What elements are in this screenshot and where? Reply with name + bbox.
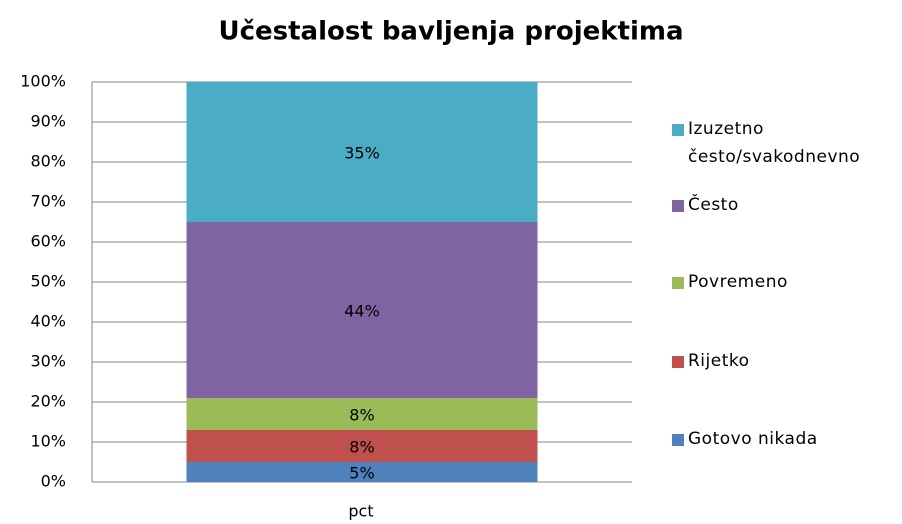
bar-segment xyxy=(186,398,538,430)
bar-segment xyxy=(186,430,538,462)
legend-entry: Često xyxy=(688,195,739,215)
y-tick-label: 40% xyxy=(30,312,66,331)
legend-swatch xyxy=(672,200,684,212)
legend-label: Gotovo nikada xyxy=(688,429,818,449)
y-tick-label: 10% xyxy=(30,432,66,451)
legend-entry: Gotovo nikada xyxy=(688,429,818,449)
y-tick-label: 0% xyxy=(41,472,66,491)
y-tick-label: 60% xyxy=(30,232,66,251)
legend-label: Izuzetno često/svakodnevno xyxy=(688,119,861,167)
data-label: 5% xyxy=(349,464,374,483)
chart-title: Učestalost bavljenja projektima xyxy=(218,17,683,47)
y-tick-label: 90% xyxy=(30,112,66,131)
y-tick-label: 30% xyxy=(30,352,66,371)
bar-segment xyxy=(186,82,538,222)
legend-swatch xyxy=(672,356,684,368)
legend-label: Povremeno xyxy=(688,272,788,292)
y-tick-label: 50% xyxy=(30,272,66,291)
legend-label: Rijetko xyxy=(688,351,750,371)
data-label: 8% xyxy=(349,438,374,457)
y-tick-label: 20% xyxy=(30,392,66,411)
legend-swatch xyxy=(672,434,684,446)
legend-swatch xyxy=(672,124,684,136)
legend-label: Često xyxy=(688,195,739,215)
data-label: 35% xyxy=(344,144,380,163)
legend-entry: Rijetko xyxy=(688,351,750,371)
y-tick-label: 100% xyxy=(20,72,66,91)
data-label: 44% xyxy=(344,302,380,321)
legend-swatch xyxy=(672,277,684,289)
bar-segment xyxy=(186,462,538,482)
data-label: 8% xyxy=(349,406,374,425)
y-tick-label: 70% xyxy=(30,192,66,211)
y-tick-label: 80% xyxy=(30,152,66,171)
x-axis-label: pct xyxy=(348,502,373,521)
legend-entry: Izuzetno često/svakodnevno xyxy=(688,119,861,167)
bar-segment xyxy=(186,222,538,398)
legend-entry: Povremeno xyxy=(688,272,788,292)
